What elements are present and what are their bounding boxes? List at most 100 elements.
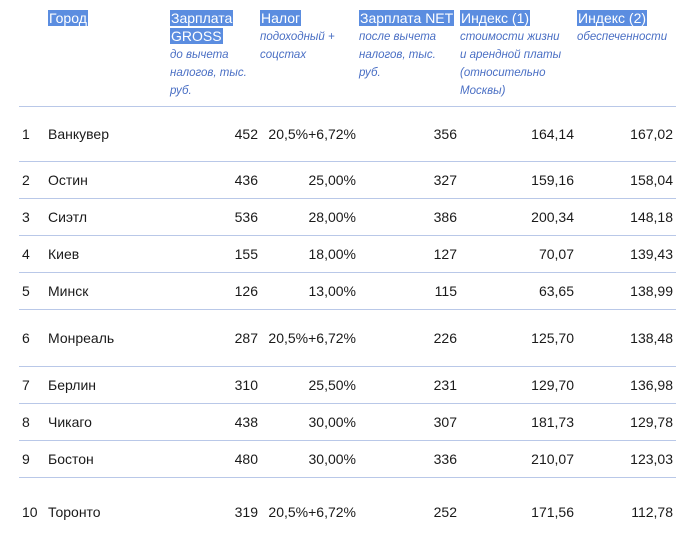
row-city: Киев (48, 246, 80, 262)
header-gross-title-line1: Зарплата (170, 10, 234, 26)
row-city: Берлин (48, 377, 97, 393)
row-index1: 200,34 (531, 209, 574, 225)
row-city: Ванкувер (48, 126, 109, 142)
row-city: Торонто (48, 504, 101, 520)
row-tax: 18,00% (308, 246, 356, 262)
table-row: 6 Монреаль 287 20,5%+6,72% 226 125,70 138,48 (19, 310, 676, 367)
row-tax: 25,50% (308, 377, 356, 393)
row-number: 6 (22, 330, 30, 346)
row-net: 231 (433, 377, 457, 393)
row-tax: 30,00% (308, 414, 356, 430)
header-gross-sub-line3: руб. (170, 85, 192, 97)
row-city: Бостон (48, 451, 94, 467)
header-net-title: Зарплата NET (359, 10, 455, 26)
row-city: Чикаго (48, 414, 92, 430)
row-net: 356 (433, 126, 457, 142)
table-row: 10 Торонто 319 20,5%+6,72% 252 171,56 112,78 (19, 478, 676, 542)
row-tax: 25,00% (308, 172, 356, 188)
row-index1: 181,73 (531, 414, 574, 430)
table-body: 1 Ванкувер 452 20,5%+6,72% 356 164,14 167,02 2 О… (19, 107, 676, 542)
table-row: 4 Киев 155 18,00% 127 70,07 139,43 (19, 236, 676, 273)
row-index1: 210,07 (531, 451, 574, 467)
header-tax: Налог подоходный + соцстах (260, 10, 335, 64)
header-gross-sub-line2: налогов, тыс. (170, 67, 247, 79)
row-gross: 319 (234, 504, 258, 520)
header-net-sub-line3: руб. (359, 67, 381, 79)
header-index2-title: Индекс (2) (577, 10, 648, 26)
row-index1: 164,14 (531, 126, 574, 142)
header-gross: Зарплата GROSS до вычета налогов, тыс. р… (170, 10, 247, 100)
row-tax: 13,00% (308, 283, 356, 299)
row-number: 9 (22, 451, 30, 467)
row-tax: 20,5%+6,72% (268, 504, 356, 520)
table-header: Город Зарплата GROSS до вычета налогов, … (19, 0, 676, 107)
table-row: 8 Чикаго 438 30,00% 307 181,73 129,78 (19, 404, 676, 441)
table-row: 9 Бостон 480 30,00% 336 210,07 123,03 (19, 441, 676, 478)
row-index1: 125,70 (531, 330, 574, 346)
header-index2: Индекс (2) обеспеченности (577, 10, 667, 46)
row-index2: 136,98 (630, 377, 673, 393)
row-index2: 139,43 (630, 246, 673, 262)
row-number: 7 (22, 377, 30, 393)
row-index2: 129,78 (630, 414, 673, 430)
header-index2-sub-line1: обеспеченности (577, 31, 668, 43)
row-index1: 63,65 (538, 283, 574, 299)
row-gross: 287 (234, 330, 258, 346)
row-city: Сиэтл (48, 209, 88, 225)
header-index1-sub-line4: Москвы) (460, 85, 506, 97)
header-index1-sub-line3: (относительно (460, 67, 546, 79)
header-net: Зарплата NET после вычета налогов, тыс. … (359, 10, 455, 82)
row-net: 327 (433, 172, 457, 188)
row-gross: 480 (234, 451, 258, 467)
row-net: 252 (433, 504, 457, 520)
table-row: 2 Остин 436 25,00% 327 159,16 158,04 (19, 162, 676, 199)
row-number: 2 (22, 172, 30, 188)
header-tax-title: Налог (260, 10, 302, 26)
row-index2: 123,03 (630, 451, 673, 467)
row-index2: 138,99 (630, 283, 673, 299)
row-index2: 112,78 (631, 504, 673, 520)
row-net: 336 (433, 451, 457, 467)
row-tax: 20,5%+6,72% (268, 330, 356, 346)
header-tax-sub-line2: соцстах (260, 49, 307, 61)
row-index2: 138,48 (630, 330, 673, 346)
city-salary-table: Город Зарплата GROSS до вычета налогов, … (19, 0, 676, 542)
row-gross: 155 (234, 246, 258, 262)
table-row: 5 Минск 126 13,00% 115 63,65 138,99 (19, 273, 676, 310)
row-net: 127 (433, 246, 457, 262)
row-net: 115 (434, 283, 457, 299)
header-index1-title: Индекс (1) (460, 10, 531, 26)
row-net: 307 (433, 414, 457, 430)
header-index1: Индекс (1) стоимости жизни и арендной пл… (460, 10, 561, 100)
row-city: Минск (48, 283, 89, 299)
row-index2: 167,02 (630, 126, 673, 142)
row-gross: 452 (234, 126, 258, 142)
row-tax: 28,00% (308, 209, 356, 225)
row-index1: 129,70 (531, 377, 574, 393)
header-index1-sub-line1: стоимости жизни (460, 31, 560, 43)
row-number: 5 (22, 283, 30, 299)
header-index1-sub-line2: и арендной платы (460, 49, 562, 61)
row-index1: 70,07 (538, 246, 574, 262)
row-number: 3 (22, 209, 30, 225)
row-gross: 438 (234, 414, 258, 430)
row-number: 4 (22, 246, 30, 262)
row-number: 8 (22, 414, 30, 430)
row-net: 226 (433, 330, 457, 346)
row-index1: 159,16 (531, 172, 574, 188)
row-gross: 310 (234, 377, 258, 393)
row-gross: 536 (234, 209, 258, 225)
row-city: Остин (48, 172, 88, 188)
table-row: 1 Ванкувер 452 20,5%+6,72% 356 164,14 167,02 (19, 107, 676, 162)
row-gross: 126 (234, 283, 258, 299)
row-net: 386 (433, 209, 457, 225)
header-net-sub-line2: налогов, тыс. (359, 49, 436, 61)
header-net-sub-line1: после вычета (359, 31, 437, 43)
row-index2: 148,18 (630, 209, 673, 225)
header-gross-title-line2: GROSS (170, 28, 223, 44)
row-tax: 30,00% (308, 451, 356, 467)
header-city-title: Город (48, 10, 88, 26)
row-index2: 158,04 (630, 172, 673, 188)
row-gross: 436 (234, 172, 258, 188)
header-tax-sub-line1: подоходный + (260, 31, 335, 43)
